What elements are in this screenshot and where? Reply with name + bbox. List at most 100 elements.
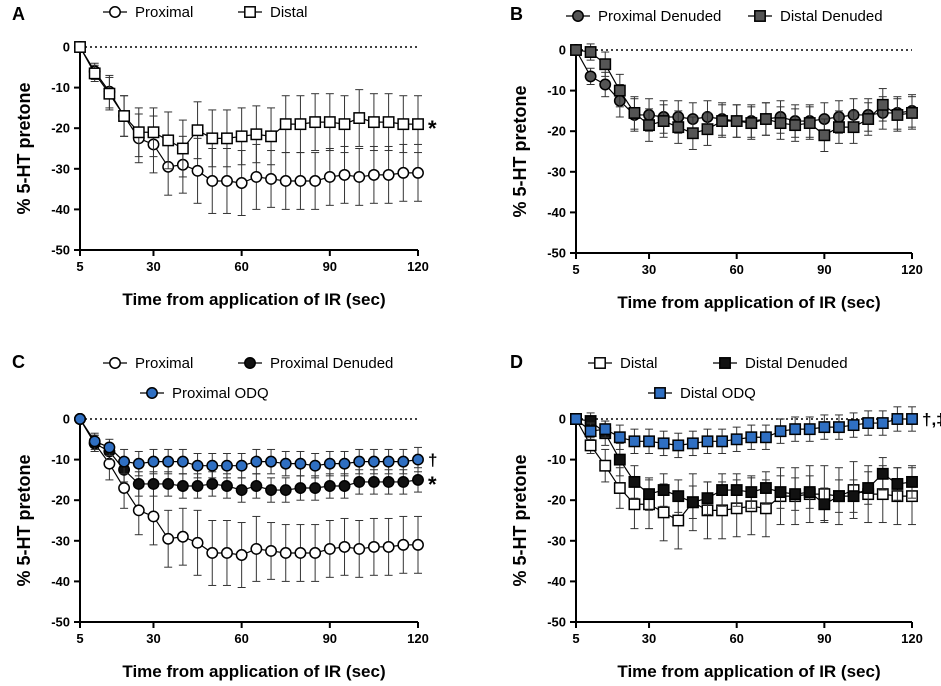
x-tick-label: 60 xyxy=(234,631,248,646)
data-point xyxy=(279,118,292,131)
data-point xyxy=(818,421,831,434)
data-point xyxy=(176,480,189,492)
data-point xyxy=(353,475,366,488)
data-point xyxy=(147,478,160,490)
y-tick-label: 0 xyxy=(63,412,70,427)
data-point xyxy=(613,453,626,466)
data-point xyxy=(382,168,395,181)
data-point xyxy=(847,419,860,432)
y-tick-label: -50 xyxy=(51,615,70,630)
data-point xyxy=(294,457,307,470)
y-tick-label: -40 xyxy=(547,205,566,220)
data-point xyxy=(599,78,612,91)
x-tick-label: 30 xyxy=(146,631,160,646)
data-point xyxy=(191,536,204,549)
data-point xyxy=(279,457,292,470)
data-point xyxy=(74,41,86,53)
data-point xyxy=(570,44,582,56)
data-point xyxy=(397,455,410,468)
data-point xyxy=(206,175,219,187)
data-point xyxy=(132,504,145,517)
data-point xyxy=(716,484,729,497)
significance-annotation: †,‡ xyxy=(922,410,941,429)
data-point xyxy=(686,437,699,450)
series-distal-denuded xyxy=(570,412,918,521)
x-tick-label: 60 xyxy=(234,259,248,274)
y-tick-label: -50 xyxy=(51,243,70,258)
data-point xyxy=(338,457,351,470)
data-point xyxy=(672,514,685,527)
data-point xyxy=(906,106,918,119)
significance-annotation: † xyxy=(428,451,437,470)
data-point xyxy=(206,547,219,559)
y-tick-label: -20 xyxy=(547,493,566,508)
y-tick-label: -20 xyxy=(51,121,70,136)
data-point xyxy=(147,455,160,468)
panel-letter: A xyxy=(12,4,25,24)
chart-panel-a: A 0 -10 -20 -30 -40 -50 5 30 60 90 120 Time from app… xyxy=(12,4,437,309)
data-point xyxy=(250,170,263,183)
data-point xyxy=(338,168,351,181)
data-point xyxy=(643,488,655,501)
data-point xyxy=(789,423,802,436)
data-point xyxy=(162,455,175,468)
data-point xyxy=(876,417,889,430)
data-point xyxy=(397,166,410,179)
data-point xyxy=(338,540,351,553)
data-point xyxy=(628,498,641,511)
y-tick-label: -30 xyxy=(51,533,70,548)
data-point xyxy=(382,475,395,488)
x-tick-label: 5 xyxy=(572,631,579,646)
data-point xyxy=(599,459,612,472)
y-axis-title: % 5-HT pretone xyxy=(14,454,34,586)
panel-letter: C xyxy=(12,352,25,372)
data-point xyxy=(397,475,410,488)
data-point xyxy=(162,134,175,147)
data-point xyxy=(279,175,292,187)
data-point xyxy=(88,67,101,80)
data-point xyxy=(803,486,816,499)
data-point xyxy=(191,459,204,472)
x-tick-label: 60 xyxy=(729,631,743,646)
chart-panel-d: D 0 -10 -20 -30 -40 -50 5 30 60 90 120 Time from app… xyxy=(510,352,941,681)
y-tick-label: -10 xyxy=(51,80,70,95)
panel-letter: D xyxy=(510,352,523,372)
y-axis-title: % 5-HT pretone xyxy=(510,454,530,586)
legend-marker xyxy=(594,357,606,369)
x-axis-title: Time from application of IR (sec) xyxy=(122,662,385,681)
legend-marker xyxy=(572,10,584,22)
data-point xyxy=(367,540,380,553)
data-point xyxy=(686,127,699,140)
data-point xyxy=(730,484,743,497)
data-point xyxy=(309,547,322,559)
data-point xyxy=(309,175,322,187)
data-point xyxy=(132,478,145,490)
legend-label: Proximal Denuded xyxy=(270,355,393,372)
x-tick-label: 120 xyxy=(407,259,429,274)
x-tick-label: 90 xyxy=(817,262,831,277)
data-point xyxy=(745,486,758,499)
data-point xyxy=(221,459,233,472)
legend-marker xyxy=(244,6,256,18)
legend-item: Distal ODQ xyxy=(648,385,756,402)
legend-label: Proximal xyxy=(135,355,193,372)
data-point xyxy=(803,117,816,130)
data-point xyxy=(132,126,145,139)
data-point xyxy=(221,480,233,492)
y-axis-title: % 5-HT pretone xyxy=(510,85,530,217)
legend-item: Distal Denuded xyxy=(713,355,848,372)
data-point xyxy=(103,87,116,100)
data-point xyxy=(891,478,904,490)
data-point xyxy=(584,439,597,452)
data-point xyxy=(221,175,233,187)
data-point xyxy=(235,459,248,472)
x-tick-label: 30 xyxy=(642,262,656,277)
data-point xyxy=(235,177,248,189)
data-point xyxy=(876,467,889,480)
data-point xyxy=(672,490,685,503)
data-point xyxy=(176,455,189,468)
legend-label: Distal Denuded xyxy=(780,8,883,25)
series-proximal xyxy=(74,41,424,216)
data-point xyxy=(323,457,336,470)
